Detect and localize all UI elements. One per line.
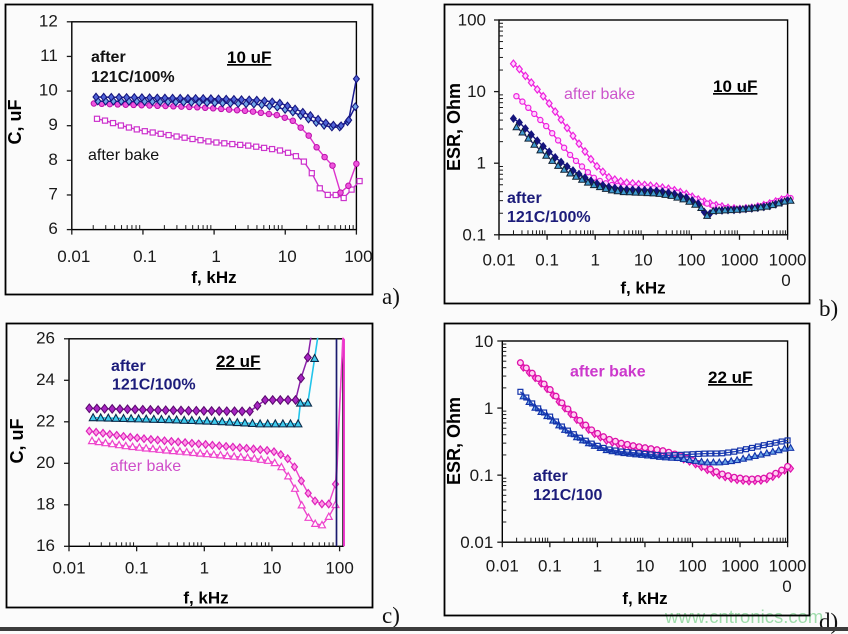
svg-text:10: 10 bbox=[278, 247, 297, 266]
svg-text:0: 0 bbox=[782, 577, 791, 596]
svg-text:1: 1 bbox=[477, 154, 486, 173]
svg-text:0.01: 0.01 bbox=[460, 533, 493, 552]
svg-text:100: 100 bbox=[325, 558, 353, 577]
svg-text:1000: 1000 bbox=[721, 557, 759, 576]
svg-text:C, uF: C, uF bbox=[7, 419, 27, 464]
svg-text:0.1: 0.1 bbox=[462, 225, 486, 244]
svg-text:after: after bbox=[507, 190, 542, 207]
svg-text:26: 26 bbox=[36, 328, 55, 347]
svg-text:after bake: after bake bbox=[88, 147, 159, 164]
svg-text:100: 100 bbox=[344, 247, 372, 266]
svg-text:18: 18 bbox=[36, 494, 55, 513]
svg-text:100: 100 bbox=[677, 251, 705, 270]
svg-text:1: 1 bbox=[593, 557, 602, 576]
svg-text:6: 6 bbox=[48, 219, 57, 238]
svg-text:10: 10 bbox=[635, 557, 654, 576]
svg-text:10: 10 bbox=[467, 82, 486, 101]
svg-text:0.01: 0.01 bbox=[482, 251, 515, 270]
svg-text:1: 1 bbox=[211, 247, 220, 266]
svg-text:10: 10 bbox=[262, 558, 281, 577]
svg-text:f, kHz: f, kHz bbox=[191, 268, 236, 287]
svg-text:10: 10 bbox=[474, 332, 493, 351]
svg-text:22: 22 bbox=[36, 411, 55, 430]
svg-text:10: 10 bbox=[39, 81, 58, 100]
svg-text:16: 16 bbox=[36, 536, 55, 555]
svg-text:10 uF: 10 uF bbox=[227, 48, 271, 67]
svg-text:10 uF: 10 uF bbox=[713, 77, 757, 96]
svg-text:121C/100%: 121C/100% bbox=[91, 69, 175, 86]
svg-text:12: 12 bbox=[39, 11, 58, 30]
svg-text:1000: 1000 bbox=[721, 251, 759, 270]
svg-text:after bake: after bake bbox=[570, 364, 646, 381]
svg-text:24: 24 bbox=[36, 370, 55, 389]
svg-text:10: 10 bbox=[634, 251, 653, 270]
svg-text:0.01: 0.01 bbox=[57, 247, 90, 266]
svg-text:0.1: 0.1 bbox=[470, 466, 494, 485]
svg-text:121C/100%: 121C/100% bbox=[112, 377, 196, 394]
svg-text:0.1: 0.1 bbox=[125, 558, 149, 577]
svg-text:after: after bbox=[111, 358, 146, 375]
svg-text:22 uF: 22 uF bbox=[708, 368, 752, 387]
svg-text:ESR, Ohm: ESR, Ohm bbox=[444, 83, 464, 171]
svg-text:9: 9 bbox=[48, 115, 57, 134]
svg-text:8: 8 bbox=[48, 150, 57, 169]
svg-text:121C/100: 121C/100 bbox=[533, 487, 602, 504]
svg-text:after bake: after bake bbox=[110, 458, 181, 475]
svg-text:f, kHz: f, kHz bbox=[622, 589, 667, 608]
svg-text:0.1: 0.1 bbox=[538, 557, 562, 576]
svg-text:20: 20 bbox=[36, 453, 55, 472]
svg-text:f, kHz: f, kHz bbox=[620, 278, 665, 297]
svg-text:0.01: 0.01 bbox=[52, 558, 85, 577]
svg-text:1000: 1000 bbox=[769, 557, 807, 576]
svg-text:0.1: 0.1 bbox=[535, 251, 559, 270]
svg-text:after: after bbox=[91, 49, 126, 66]
svg-text:22 uF: 22 uF bbox=[216, 352, 260, 371]
svg-text:1: 1 bbox=[484, 399, 493, 418]
svg-text:7: 7 bbox=[48, 184, 57, 203]
svg-text:121C/100%: 121C/100% bbox=[507, 209, 591, 226]
svg-text:11: 11 bbox=[40, 46, 58, 65]
svg-text:after: after bbox=[533, 468, 568, 485]
svg-text:after bake: after bake bbox=[564, 86, 635, 103]
svg-text:1: 1 bbox=[200, 558, 209, 577]
svg-text:100: 100 bbox=[458, 11, 486, 30]
svg-text:f, kHz: f, kHz bbox=[183, 588, 228, 607]
svg-text:0.1: 0.1 bbox=[133, 247, 157, 266]
svg-text:ESR, Ohm: ESR, Ohm bbox=[444, 397, 464, 485]
svg-text:0.01: 0.01 bbox=[486, 557, 519, 576]
svg-text:100: 100 bbox=[678, 557, 706, 576]
svg-text:1: 1 bbox=[590, 251, 599, 270]
svg-text:C, uF: C, uF bbox=[5, 100, 25, 145]
svg-text:0: 0 bbox=[781, 271, 790, 290]
svg-text:1000: 1000 bbox=[769, 251, 807, 270]
